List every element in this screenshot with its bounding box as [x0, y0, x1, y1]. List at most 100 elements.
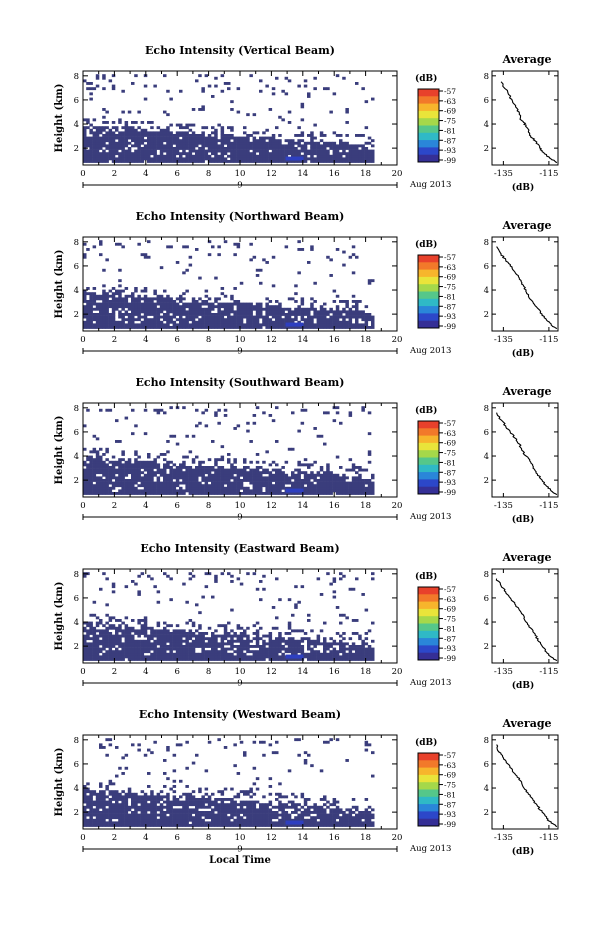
- echo-cell: [211, 486, 215, 490]
- echo-cell: [201, 313, 205, 316]
- echo-cell: [124, 318, 129, 322]
- colorbar-label: -93: [444, 478, 456, 487]
- echo-cell: [156, 297, 161, 301]
- echo-cell: [108, 294, 113, 298]
- echo-cell: [326, 411, 330, 415]
- echo-cell: [351, 489, 356, 493]
- echo-cell: [303, 632, 308, 635]
- echo-cell: [99, 157, 103, 161]
- echo-cell: [255, 147, 260, 150]
- echo-cell: [262, 645, 266, 648]
- echo-cell: [332, 642, 337, 646]
- echo-cell: [249, 655, 253, 659]
- echo-cell: [115, 652, 119, 656]
- echo-cell: [153, 634, 157, 638]
- echo-cell: [310, 315, 314, 319]
- echo-cell: [163, 157, 167, 161]
- echo-cell: [252, 326, 257, 329]
- echo-cell: [351, 245, 356, 249]
- colorbar-swatch: [418, 472, 439, 480]
- echo-cell: [147, 297, 151, 301]
- echo-cell: [371, 157, 375, 161]
- echo-cell: [83, 320, 87, 324]
- echo-cell: [153, 650, 157, 654]
- echo-cell: [278, 326, 282, 329]
- echo-cell: [111, 798, 116, 801]
- echo-cell: [342, 160, 346, 163]
- echo-cell: [95, 437, 100, 441]
- echo-cell: [351, 149, 356, 153]
- echo-cell: [351, 652, 356, 656]
- echo-cell: [175, 800, 180, 804]
- echo-cell: [217, 320, 221, 324]
- echo-cell: [367, 281, 372, 285]
- echo-cell: [95, 642, 100, 646]
- date-text: Aug 2013: [409, 180, 451, 190]
- echo-cell: [214, 157, 218, 161]
- x-tick-label: 0: [80, 169, 85, 179]
- echo-cell: [364, 479, 369, 482]
- echo-cell: [95, 645, 100, 648]
- echo-cell: [287, 297, 292, 301]
- echo-cell: [111, 486, 116, 490]
- echo-cell: [143, 616, 148, 620]
- echo-cell: [297, 152, 301, 156]
- echo-cell: [294, 326, 298, 329]
- echo-cell: [319, 131, 324, 135]
- echo-cell: [118, 152, 122, 156]
- echo-cell: [89, 152, 93, 156]
- echo-spot: [285, 654, 304, 659]
- echo-cell: [255, 621, 260, 625]
- echo-cell: [329, 484, 333, 488]
- echo-cell: [223, 468, 228, 472]
- echo-cell: [124, 160, 129, 163]
- echo-cell: [316, 652, 321, 656]
- echo-cell: [150, 463, 154, 467]
- echo-cell: [156, 139, 161, 143]
- echo-cell: [105, 305, 109, 309]
- echo-cell: [175, 149, 180, 153]
- echo-cell: [127, 136, 132, 140]
- echo-cell: [316, 484, 321, 488]
- echo-cell: [102, 468, 106, 472]
- echo-cell: [147, 453, 151, 456]
- echo-cell: [175, 318, 180, 322]
- echo-cell: [163, 629, 167, 633]
- echo-cell: [86, 292, 90, 296]
- echo-cell: [83, 131, 87, 135]
- echo-cell: [316, 577, 321, 581]
- echo-cell: [211, 473, 215, 477]
- echo-cell: [297, 600, 301, 604]
- echo-cell: [198, 632, 202, 635]
- echo-cell: [105, 816, 109, 820]
- echo-cell: [169, 637, 173, 641]
- echo-cell: [131, 486, 135, 490]
- echo-cell: [335, 294, 340, 298]
- echo-cell: [163, 484, 167, 488]
- echo-cell: [323, 479, 327, 482]
- echo-cell: [95, 481, 100, 485]
- echo-cell: [236, 484, 241, 488]
- echo-cell: [127, 110, 132, 114]
- echo-cell: [121, 245, 125, 249]
- colorbar-swatch: [418, 96, 439, 104]
- echo-cell: [127, 147, 132, 150]
- colorbar-label: -57: [444, 419, 456, 428]
- echo-cell: [233, 313, 237, 316]
- echo-cell: [95, 139, 100, 143]
- echo-cell: [204, 471, 209, 475]
- echo-cell: [291, 629, 295, 633]
- echo-cell: [230, 476, 234, 480]
- echo-cell: [207, 307, 212, 311]
- echo-cell: [102, 139, 106, 143]
- echo-cell: [287, 121, 292, 124]
- echo-cell: [111, 152, 116, 156]
- echo-cell: [182, 406, 186, 410]
- echo-cell: [329, 471, 333, 475]
- echo-cell: [265, 128, 269, 132]
- echo-cell: [342, 149, 346, 153]
- echo-cell: [227, 326, 231, 329]
- echo-cell: [172, 637, 177, 641]
- echo-cell: [332, 484, 337, 488]
- echo-cell: [313, 484, 317, 488]
